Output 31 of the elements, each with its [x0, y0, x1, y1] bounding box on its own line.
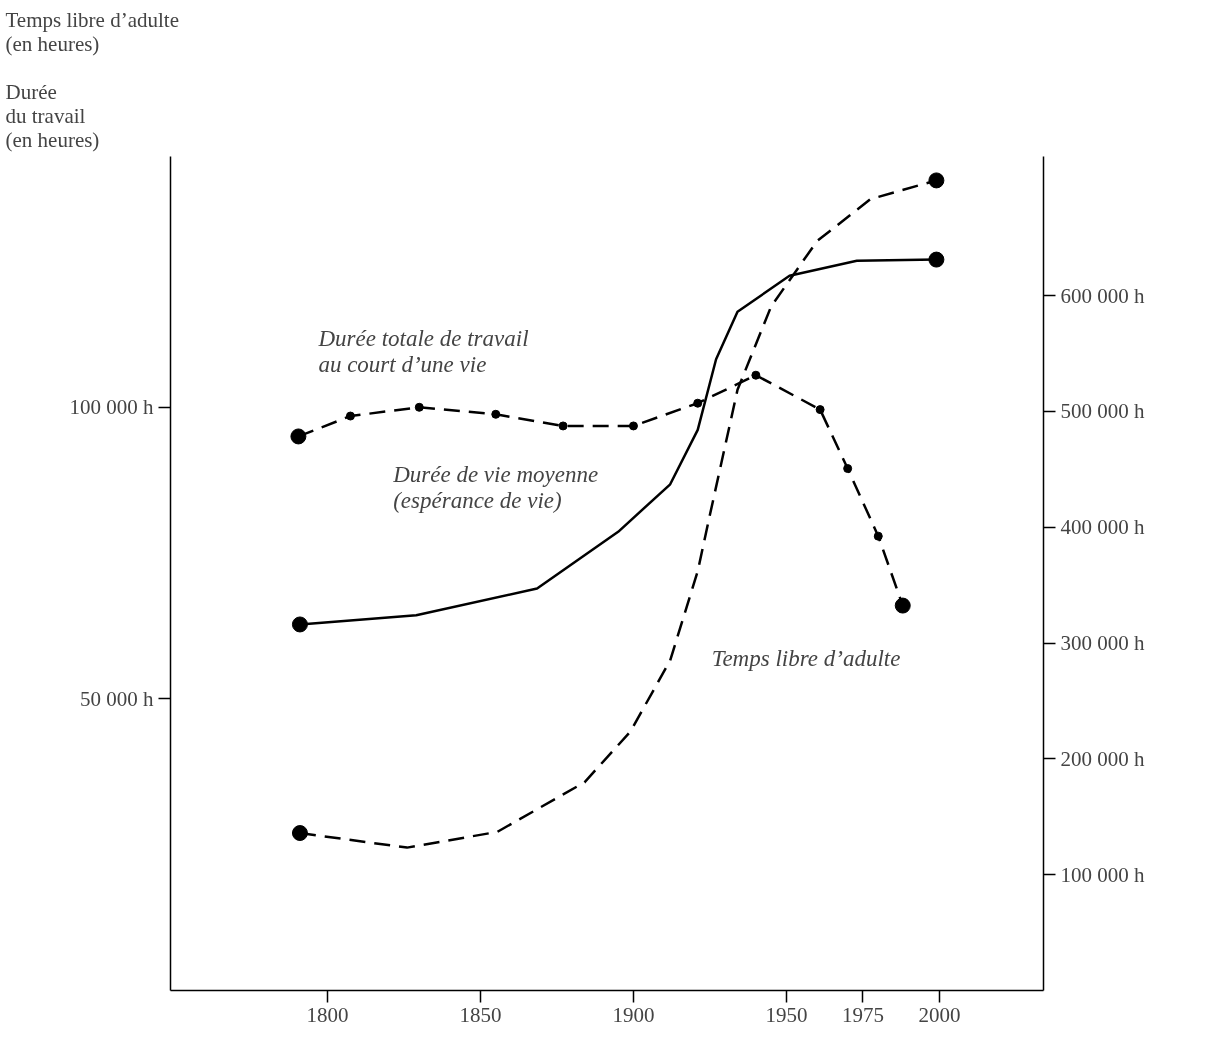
series-label: Durée de vie moyenne (espérance de vie)	[392, 461, 599, 513]
point	[843, 464, 853, 474]
point	[873, 531, 883, 541]
y-axis-title: Temps libre d’adulte (en heures) Durée du travail (en heures)	[5, 7, 179, 152]
point	[345, 411, 355, 421]
point	[815, 405, 825, 415]
point	[291, 825, 308, 842]
y2-tick-label: 400 000 h	[1060, 515, 1145, 540]
point	[491, 409, 501, 419]
point	[290, 428, 307, 445]
x-tick-label: 1850	[459, 1002, 502, 1027]
x-tick-label: 1975	[841, 1002, 884, 1027]
point	[693, 398, 703, 408]
point	[928, 172, 945, 189]
point	[558, 421, 568, 431]
x-tick-label: 1900	[612, 1002, 655, 1027]
y2-tick-label: 300 000 h	[1060, 631, 1145, 655]
y-tick-label: 50 000 h	[80, 686, 154, 711]
x-tick-label: 2000	[918, 1002, 961, 1027]
point	[628, 421, 638, 431]
x-tick-label: 1950	[765, 1002, 808, 1027]
x-tick-label: 1800	[306, 1002, 349, 1027]
y2-tick-label: 200 000 h	[1060, 746, 1145, 771]
y2-tick-label: 600 000 h	[1060, 283, 1145, 308]
point	[414, 402, 424, 412]
y2-tick-label: 500 000 h	[1060, 399, 1145, 424]
point	[751, 370, 761, 380]
series-label: Durée totale de travail au court d’une vie	[317, 326, 529, 378]
y2-tick-label: 100 000 h	[1060, 862, 1145, 887]
series-label: Temps libre d’adulte	[711, 646, 901, 672]
point	[894, 597, 911, 614]
